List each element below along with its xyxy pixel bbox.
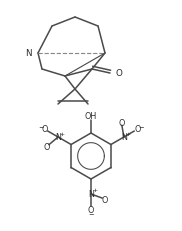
Text: −: − (139, 125, 144, 131)
Text: O: O (118, 118, 124, 127)
Text: N: N (25, 49, 32, 58)
Text: O: O (116, 69, 123, 78)
Text: +: + (92, 188, 98, 193)
Text: N: N (88, 190, 94, 199)
Text: O: O (41, 125, 48, 134)
Text: O: O (43, 143, 50, 152)
Text: −: − (38, 125, 43, 131)
Text: OH: OH (85, 112, 97, 121)
Text: N: N (55, 133, 61, 142)
Text: +: + (125, 131, 130, 136)
Text: N: N (121, 133, 127, 142)
Text: O: O (88, 206, 94, 215)
Text: +: + (60, 131, 65, 136)
Text: O: O (134, 125, 141, 134)
Text: O: O (102, 195, 108, 204)
Text: −: − (88, 211, 94, 217)
